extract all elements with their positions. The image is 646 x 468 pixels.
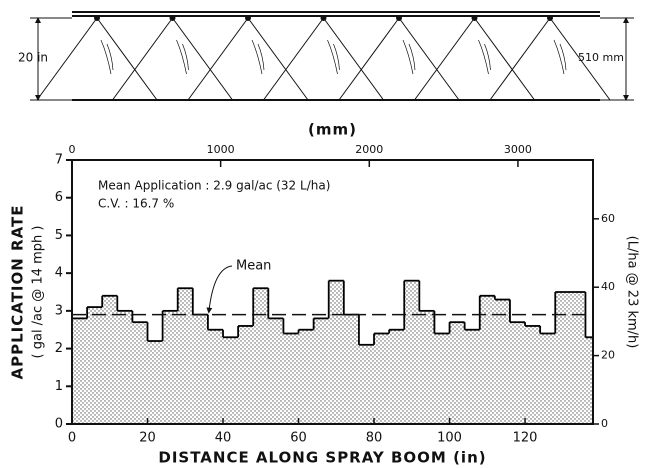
- spray-edge: [549, 17, 611, 101]
- bar: [555, 292, 586, 424]
- nozzle: [320, 15, 327, 21]
- spray-edge: [96, 17, 158, 101]
- bar: [343, 314, 359, 424]
- bar: [479, 295, 495, 424]
- y2-tick-label: 60: [601, 212, 615, 225]
- spray-streak: [553, 39, 567, 75]
- bar: [358, 344, 375, 424]
- nozzle: [547, 15, 553, 21]
- bar: [132, 322, 148, 424]
- y-tick-label: 5: [55, 228, 63, 243]
- spray-streak: [478, 39, 491, 75]
- bar: [434, 333, 450, 424]
- spray-edge: [36, 17, 98, 101]
- bar: [117, 310, 133, 424]
- spray-edge: [323, 17, 384, 101]
- bar: [419, 310, 435, 424]
- bar: [585, 337, 593, 424]
- y-tick-label: 4: [55, 266, 63, 281]
- bar: [464, 329, 480, 424]
- nozzle: [396, 15, 402, 21]
- height-label-metric: 510 mm: [578, 51, 624, 64]
- spray-streak: [402, 39, 416, 75]
- nozzle: [471, 15, 478, 21]
- bar: [525, 325, 541, 424]
- spray-edge: [187, 17, 249, 101]
- x-tick-label: 20: [139, 431, 156, 446]
- bar: [147, 341, 163, 424]
- spray-edge: [263, 17, 324, 101]
- y-tick-label: 2: [55, 341, 63, 356]
- bar: [102, 295, 118, 424]
- mean-label: Mean: [236, 259, 271, 274]
- bar: [238, 325, 254, 424]
- bar: [268, 318, 284, 424]
- y-tick-label: 3: [55, 303, 63, 318]
- bar: [283, 333, 299, 424]
- bar: [298, 329, 314, 424]
- spray-streak: [176, 39, 189, 75]
- bar: [87, 307, 103, 424]
- height-label: 20 in: [18, 51, 48, 65]
- boom-diagram: [30, 11, 634, 101]
- spray-edge: [489, 17, 551, 101]
- bar: [177, 288, 193, 424]
- y-tick-label: 1: [55, 379, 63, 394]
- annotation: Mean Application : 2.9 gal/ac (32 L/ha): [98, 179, 330, 193]
- bar: [404, 280, 420, 424]
- spray-edge: [112, 17, 173, 101]
- bar: [389, 329, 405, 424]
- x-tick-label: 0: [68, 431, 76, 446]
- spray-edge: [338, 17, 400, 101]
- y2-tick-label: 0: [601, 417, 608, 430]
- bar: [192, 314, 208, 424]
- bar: [253, 288, 269, 424]
- nozzle: [94, 15, 100, 21]
- bar: [313, 318, 329, 424]
- bar: [72, 318, 88, 424]
- x2-tick-label: 1000: [207, 143, 235, 156]
- spray-edge: [398, 17, 460, 101]
- annotation: C.V. : 16.7 %: [98, 197, 174, 211]
- spray-edge: [414, 17, 475, 101]
- bar: [374, 333, 390, 424]
- x-tick-label: 80: [366, 431, 383, 446]
- bar: [540, 333, 556, 424]
- x-tick-label: 120: [513, 431, 538, 446]
- x-tick-label: 60: [290, 431, 307, 446]
- bar: [207, 329, 224, 424]
- spray-streak: [327, 39, 340, 75]
- spray-edge: [172, 17, 233, 101]
- nozzle: [245, 15, 251, 21]
- bar: [509, 322, 526, 424]
- spray-streak: [100, 39, 114, 75]
- spray-edge: [474, 17, 535, 101]
- nozzle: [169, 15, 176, 21]
- bar: [449, 322, 465, 424]
- y-tick-label: 7: [55, 153, 63, 168]
- y2-tick-label: 40: [601, 280, 615, 293]
- y2-tick-label: 20: [601, 349, 615, 362]
- x2-axis-label: (mm): [308, 121, 357, 139]
- x2-tick-label: 3000: [504, 143, 532, 156]
- bar: [223, 337, 239, 424]
- bar: [328, 280, 344, 424]
- spray-streak: [251, 39, 265, 75]
- y-tick-label: 6: [55, 190, 63, 205]
- bar: [162, 310, 178, 424]
- x-tick-label: 100: [437, 431, 462, 446]
- bar: [494, 299, 510, 424]
- x2-tick-label: 2000: [355, 143, 383, 156]
- spray-edge: [247, 17, 309, 101]
- x-tick-label: 40: [215, 431, 232, 446]
- y-axis-sublabel: ( gal /ac @ 14 mph ): [31, 226, 46, 359]
- y-axis-label: APPLICATION RATE: [9, 204, 27, 379]
- plot-frame: [71, 159, 594, 425]
- mean-pointer: [206, 265, 233, 314]
- y-tick-label: 0: [55, 417, 63, 432]
- y2-axis-label: (L/ha @ 23 km/h): [625, 236, 640, 349]
- x2-tick-label: 0: [69, 143, 76, 156]
- x-axis-label: DISTANCE ALONG SPRAY BOOM (in): [158, 449, 486, 467]
